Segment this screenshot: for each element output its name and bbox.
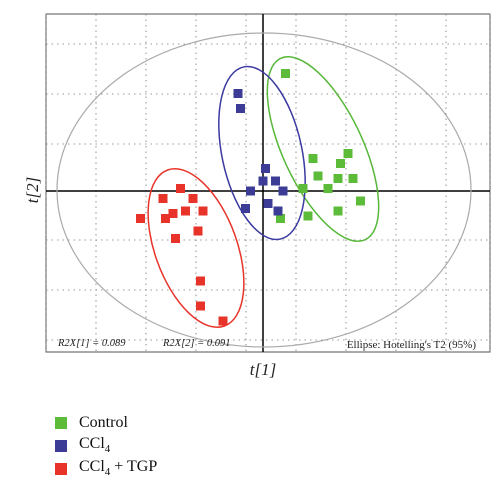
ccl4-tgp-point (196, 301, 205, 311)
ccl4-tgp-point (218, 316, 228, 326)
ccl4-tgp-point (176, 184, 185, 193)
r2x1-annotation: R2X[1] = 0.089 (57, 338, 126, 349)
ccl4-point (263, 199, 273, 208)
control-point (298, 184, 308, 193)
legend-label-ccl4-tgp: CCl4 + TGP (79, 458, 158, 479)
hotelling-ellipse (56, 32, 472, 348)
ellipse-note: Ellipse: Hotelling's T2 (95%) (347, 339, 477, 351)
control-point (333, 174, 343, 183)
control-point (356, 196, 365, 206)
control-point (308, 154, 318, 163)
legend-label-ccl4: CCl4 (79, 435, 111, 456)
legend-item-control: Control (55, 412, 157, 433)
control-point (313, 171, 323, 181)
legend-label-control: Control (79, 413, 128, 431)
control-point (333, 206, 343, 216)
control-point (348, 174, 358, 183)
plot-frame (45, 13, 491, 353)
control-point (281, 69, 290, 78)
ccl4-point (236, 104, 245, 113)
ccl4-point (246, 186, 255, 196)
y-axis-label: t[2] (23, 177, 42, 203)
ccl4-tgp-point (136, 214, 145, 223)
ccl4-tgp-point (188, 194, 198, 203)
ccl4-tgp-point (171, 234, 180, 243)
ccl4-tgp-point (181, 206, 190, 216)
control-point (303, 211, 313, 221)
legend-item-ccl4: CCl4 (55, 435, 157, 456)
ccl4-tgp-point (193, 226, 203, 236)
ccl4-point (271, 176, 280, 186)
ccl4-point (261, 164, 270, 173)
control-point (323, 184, 333, 193)
ccl4-tgp-point (198, 206, 208, 216)
legend-swatch-ccl4-tgp (55, 462, 67, 475)
legend-swatch-ccl4 (55, 439, 67, 452)
ccl4-tgp-point (161, 214, 170, 223)
ccl4-tgp-point (158, 194, 168, 203)
x-axis-label: t[1] (250, 360, 276, 379)
legend: Control CCl4 CCl4 + TGP (55, 412, 157, 481)
r2x2-annotation: R2X[2] = 0.091 (162, 338, 230, 349)
control-ellipse (266, 56, 380, 242)
control-point (343, 149, 353, 158)
legend-swatch-control (55, 416, 67, 429)
ccl4-point (233, 89, 243, 98)
ccl4-tgp-ellipse (147, 168, 245, 328)
legend-item-ccl4-tgp: CCl4 + TGP (55, 458, 157, 479)
ccl4-point (273, 206, 283, 216)
control-point (336, 159, 345, 168)
ccl4-point (278, 186, 288, 196)
ccl4-tgp-point (168, 209, 178, 218)
ccl4-point (241, 204, 250, 213)
ccl4-ellipse (218, 65, 306, 241)
ccl4-tgp-point (196, 276, 205, 286)
ccl4-point (258, 176, 268, 186)
control-point (276, 214, 285, 223)
score-plot: t[1] t[2] R2X[1] = 0.089 R2X[2] = 0.091 Elli… (23, 13, 491, 379)
